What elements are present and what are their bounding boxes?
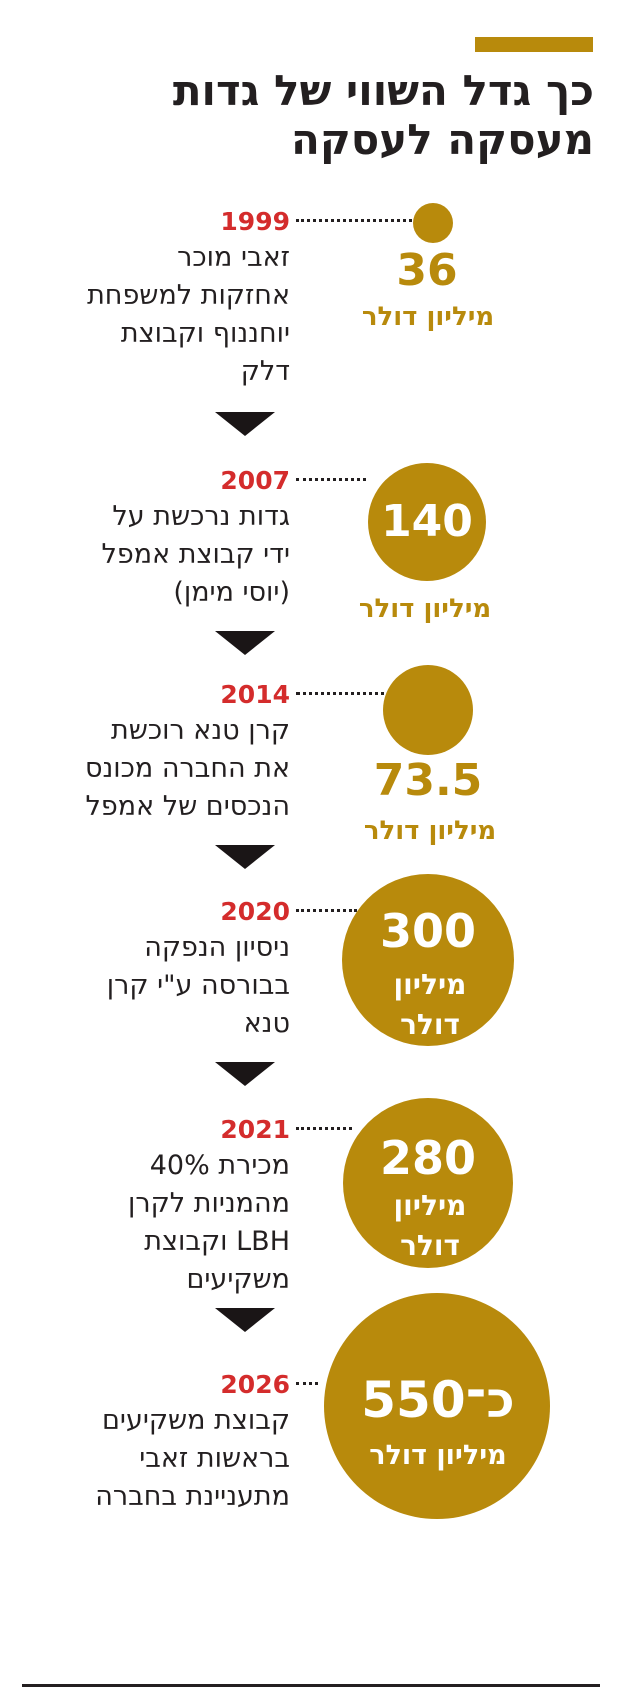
value-label: כ־550 [361, 1371, 515, 1429]
timeline-event: 2026 קבוצת משקיעים בראשות זאבי מתעניינת בחב… [0, 1370, 290, 1516]
event-year: 2021 [220, 1115, 290, 1144]
event-year: 2020 [220, 897, 290, 926]
event-description-line: (יוסי מימן) [173, 577, 290, 608]
event-description: זאבי מוכר אחזקות למשפחת יוחננוף וקבוצת דלק [0, 239, 290, 391]
value-bubble [342, 874, 514, 1046]
event-description-line: טנא [243, 1008, 290, 1039]
unit-label: מיליון דולר [318, 1436, 558, 1475]
event-description-line: קבוצת משקיעים [102, 1405, 290, 1436]
chart-title-line-1: כך גדל השווי של גדות [172, 66, 594, 115]
down-arrow-icon [215, 631, 275, 655]
bottom-rule [22, 1684, 600, 1687]
value-bubble [343, 1098, 513, 1268]
event-year: 2014 [220, 680, 290, 709]
event-description: גדות נרכשת על ידי קבוצת אמפל (יוסי מימן) [0, 498, 290, 612]
unit-label-line: דולר [400, 1008, 460, 1041]
event-description-line: מכירת 40% [149, 1150, 290, 1181]
event-year: 2007 [220, 466, 290, 495]
event-description: קרן טנא רוכשת את החברה מכונס הנכסים של אמפ… [0, 712, 290, 826]
timeline-connector-dots [296, 909, 357, 912]
event-description-line: גדות נרכשת על [112, 501, 290, 532]
down-arrow-icon [215, 845, 275, 869]
event-description: קבוצת משקיעים בראשות זאבי מתעניינת בחברה [0, 1402, 290, 1516]
event-description-line: בראשות זאבי [139, 1443, 290, 1474]
event-description-line: קרן טנא רוכשת [110, 715, 290, 746]
title-accent-bar [475, 37, 593, 52]
unit-label: מיליון דולר [310, 812, 550, 850]
value-label: 36 [396, 245, 458, 296]
unit-label: מיליון דולר [308, 298, 548, 336]
event-description-line: משקיעים [186, 1264, 290, 1295]
timeline-event: 1999 זאבי מוכר אחזקות למשפחת יוחננוף וקבוצת… [0, 207, 290, 391]
event-description: ניסיון הנפקה בבורסה ע"י קרן טנא [0, 929, 290, 1043]
timeline-event: 2021 מכירת 40% מהמניות לקרן LBH וקבוצת משקיע… [0, 1115, 290, 1299]
chart-title-line-2: מעסקה לעסקה [290, 115, 594, 164]
chart-title: כך גדל השווי של גדות מעסקה לעסקה [14, 66, 594, 164]
unit-label-line: מיליון דולר [369, 1440, 507, 1471]
unit-label-line: מיליון דולר [363, 816, 497, 846]
unit-label-line: מיליון דולר [358, 594, 492, 624]
value-label: 300 [379, 904, 477, 958]
timeline-connector-dots [296, 219, 418, 222]
event-description-line: ניסיון הנפקה [144, 932, 290, 963]
value-bubble [368, 463, 486, 581]
unit-label: מיליון דולר [310, 1186, 550, 1266]
value-bubble [413, 203, 453, 243]
timeline-connector-dots [296, 1382, 318, 1385]
timeline-event: 2020 ניסיון הנפקה בבורסה ע"י קרן טנא [0, 897, 290, 1043]
value-label: 140 [381, 496, 473, 547]
unit-label: מיליון דולר [305, 590, 545, 628]
event-description-line: ידי קבוצת אמפל [101, 539, 290, 570]
unit-label-line: דולר [400, 1229, 460, 1262]
event-description-line: הנכסים של אמפל [85, 791, 290, 822]
event-year: 1999 [220, 207, 290, 236]
value-bubble [383, 665, 473, 755]
event-description-line: דלק [240, 356, 290, 387]
down-arrow-icon [215, 412, 275, 436]
event-year: 2026 [220, 1370, 290, 1399]
event-description-line: מהמניות לקרן [128, 1188, 290, 1219]
event-description-line: בבורסה ע"י קרן [106, 970, 290, 1001]
event-description-line: זאבי מוכר [177, 242, 290, 273]
unit-label-line: מיליון [393, 968, 467, 1001]
timeline-connector-dots [296, 478, 366, 481]
value-bubble [324, 1293, 550, 1519]
unit-label-line: מיליון [393, 1189, 467, 1222]
event-description: מכירת 40% מהמניות לקרן LBH וקבוצת משקיעים [0, 1147, 290, 1299]
timeline-connector-dots [296, 692, 392, 695]
unit-label-line: מיליון דולר [361, 302, 495, 332]
event-description-line: אחזקות למשפחת [87, 280, 290, 311]
event-description-line: את החברה מכונס [84, 753, 290, 784]
value-label: 280 [379, 1131, 477, 1185]
timeline-event: 2014 קרן טנא רוכשת את החברה מכונס הנכסים של… [0, 680, 290, 826]
timeline-connector-dots [296, 1127, 352, 1130]
unit-label: מיליון דולר [310, 965, 550, 1045]
value-label: 73.5 [373, 755, 483, 806]
down-arrow-icon [215, 1062, 275, 1086]
down-arrow-icon [215, 1308, 275, 1332]
timeline-event: 2007 גדות נרכשת על ידי קבוצת אמפל (יוסי מימ… [0, 466, 290, 612]
event-description-line: מתעניינת בחברה [95, 1481, 290, 1512]
event-description-line: LBH וקבוצת [144, 1226, 290, 1257]
event-description-line: יוחננוף וקבוצת [120, 318, 290, 349]
